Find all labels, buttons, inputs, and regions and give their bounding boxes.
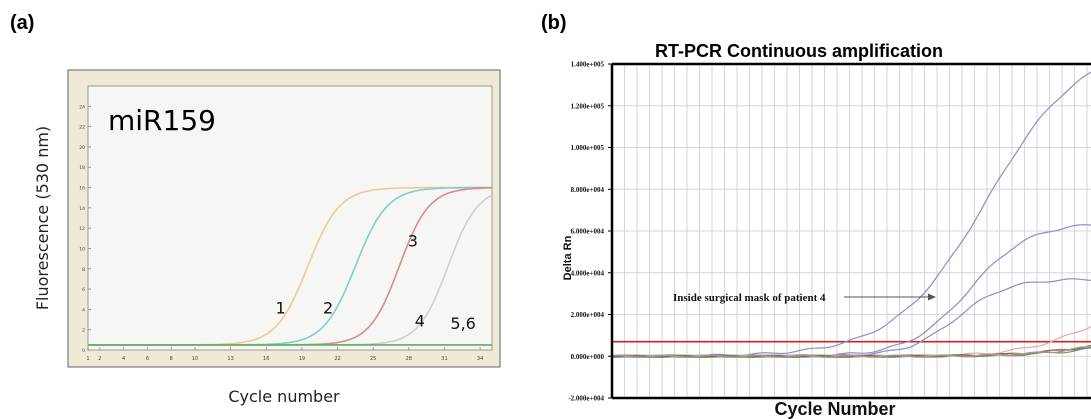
chart-a-x-tick-label: 8: [170, 356, 173, 362]
chart-b-annotation: Inside surgical mask of patient 4: [673, 292, 826, 304]
chart-a-x-tick-label: 22: [334, 356, 340, 362]
chart-a-x-axis-label: Cycle number: [228, 387, 340, 406]
chart-a-y-tick-label: 24: [79, 104, 85, 110]
chart-a-y-tick-label: 10: [79, 246, 85, 252]
chart-b-title: RT-PCR Continuous amplification: [655, 41, 943, 61]
chart-b: RT-PCR Continuous amplification 1.400e+0…: [562, 41, 1091, 419]
chart-a-series-label: 3: [408, 232, 418, 251]
chart-a-x-tick-label: 2: [98, 356, 101, 362]
chart-b-y-tick-label: 6.000e+004: [571, 228, 605, 236]
chart-a-x-tick-label: 6: [146, 356, 149, 362]
chart-a-series-label: 4: [415, 312, 425, 331]
chart-a-inset-label: miR159: [108, 104, 216, 137]
chart-b-y-tick-label: 1.200e+005: [571, 102, 605, 110]
chart-b-curves: [612, 71, 1091, 358]
chart-a-x-tick-label: 4: [122, 356, 125, 362]
chart-a-y-tick-label: 4: [82, 307, 85, 313]
chart-a-x-tick-label: 10: [192, 356, 198, 362]
chart-a-x-tick-label: 19: [299, 356, 305, 362]
chart-b-y-axis-label: Delta Rn: [562, 235, 574, 280]
chart-a-series-label: 1: [275, 298, 285, 317]
chart-b-y-tick-label: 8.000e+004: [571, 186, 605, 194]
chart-a-x-ticks: 1 2 4 6 8 10 13 16 19 22 25 28 31 34: [86, 347, 483, 362]
chart-a-y-tick-label: 22: [79, 125, 85, 131]
chart-b-y-tick-label: 1.400e+005: [571, 61, 605, 69]
chart-a-y-tick-label: 14: [79, 206, 85, 212]
chart-a-x-tick-label: 25: [370, 356, 376, 362]
chart-a-x-tick-label: 13: [227, 356, 233, 362]
chart-b-y-tick-label: 1.000e+005: [571, 144, 605, 152]
panel-label-b: (b): [541, 12, 567, 34]
chart-b-y-tick-label: -2.000e+004: [568, 395, 604, 403]
chart-a-y-tick-label: 20: [79, 145, 85, 151]
chart-b-y-tick-label: 4.000e+004: [571, 269, 605, 277]
chart-b-y-tick-label: 0.000e+000: [571, 353, 605, 361]
chart-a-y-tick-label: 0: [82, 348, 85, 354]
chart-a-y-tick-label: 12: [79, 226, 85, 232]
chart-a-series-labels: 1 2 3 4 5,6: [275, 232, 475, 333]
chart-a-series-label: 2: [323, 298, 333, 317]
panel-label-a: (a): [10, 12, 34, 34]
chart-a-y-tick-label: 18: [79, 165, 85, 171]
chart-a-series-label: 5,6: [450, 314, 475, 333]
chart-a-y-tick-label: 16: [79, 186, 85, 192]
chart-a-x-tick-label: 28: [406, 356, 412, 362]
chart-a-y-tick-label: 2: [82, 328, 85, 334]
chart-a-x-tick-label: 34: [477, 356, 483, 362]
chart-b-y-ticks: 1.400e+005 1.200e+005 1.000e+005 8.000e+004…: [568, 61, 612, 403]
chart-b-annotation-arrowhead: [928, 293, 936, 301]
chart-a-x-tick-label: 1: [86, 356, 89, 362]
chart-b-curve: [612, 346, 1091, 358]
chart-a-curves: [88, 186, 493, 346]
chart-a-y-tick-label: 6: [82, 287, 85, 293]
chart-b-x-axis-label: Cycle Number: [774, 399, 895, 419]
chart-a-y-tick-label: 8: [82, 267, 85, 273]
chart-a-x-tick-label: 31: [441, 356, 447, 362]
chart-b-y-tick-label: 2.000e+004: [571, 311, 605, 319]
chart-a-y-axis-label: Fluorescence (530 nm): [33, 126, 52, 310]
chart-a-x-tick-label: 16: [263, 356, 269, 362]
